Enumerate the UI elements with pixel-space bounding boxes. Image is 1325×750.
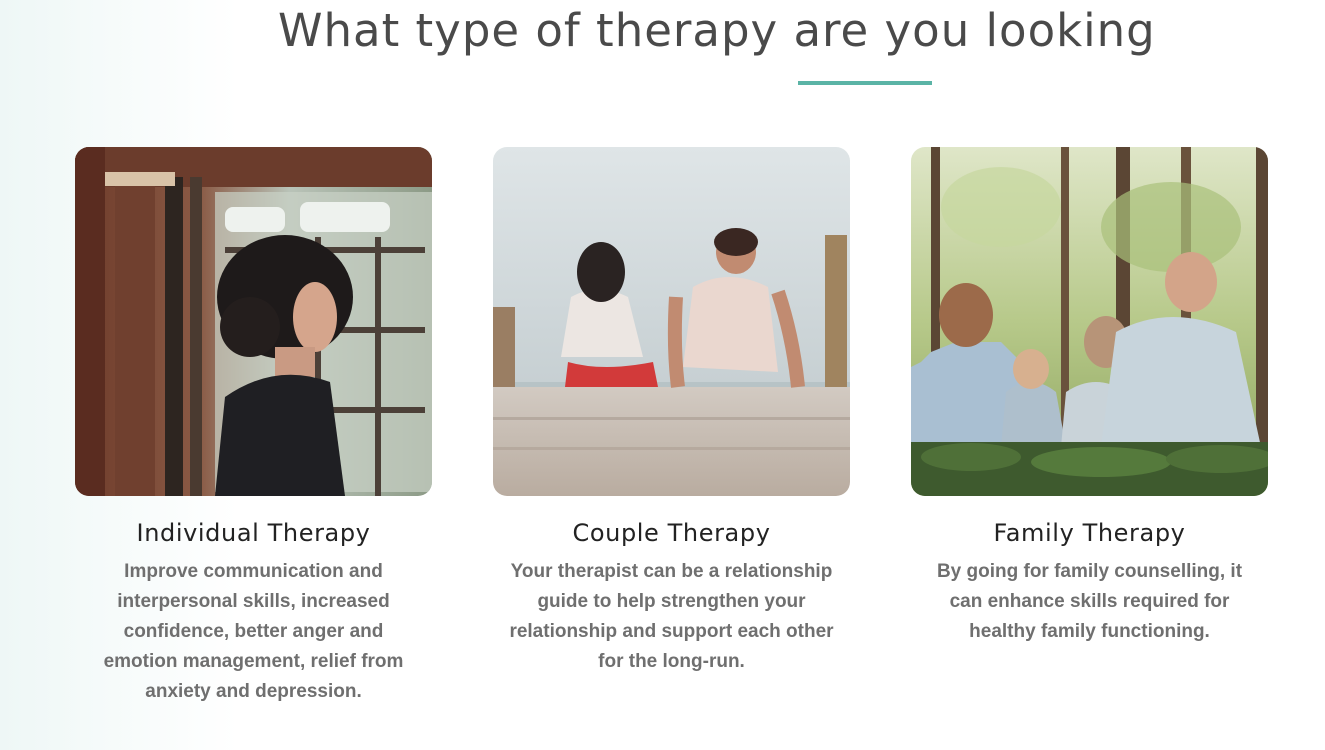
card-title: Individual Therapy xyxy=(136,519,371,547)
card-title: Family Therapy xyxy=(993,519,1186,547)
card-description: Your therapist can be a relationship gui… xyxy=(509,561,834,672)
individual-therapy-photo[interactable] xyxy=(75,147,432,496)
section-heading: What type of therapy are you looking xyxy=(278,4,1156,57)
card-description: By going for family counselling, it can … xyxy=(936,561,1243,642)
card-description: Improve communication and interpersonal … xyxy=(103,561,404,702)
heading-underline xyxy=(798,81,932,85)
therapy-card-couple[interactable]: Couple Therapy Your therapist can be a r… xyxy=(493,147,850,677)
card-title: Couple Therapy xyxy=(572,519,771,547)
therapy-card-individual[interactable]: Individual Therapy Improve communication… xyxy=(75,147,432,707)
therapy-card-family[interactable]: Family Therapy By going for family couns… xyxy=(911,147,1268,647)
couple-therapy-photo[interactable] xyxy=(493,147,850,496)
family-therapy-photo[interactable] xyxy=(911,147,1268,496)
